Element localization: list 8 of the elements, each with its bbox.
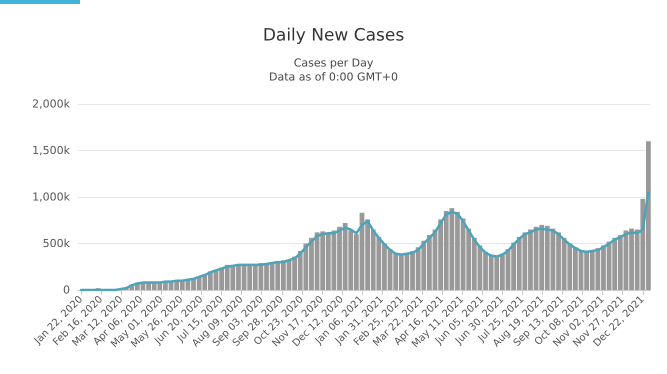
y-tick-label: 500k: [42, 237, 71, 250]
chart-title: Daily New Cases: [262, 26, 404, 46]
y-tick-label: 1,500k: [32, 144, 71, 157]
y-tick-label: 0: [63, 284, 70, 296]
y-tick-label: 1,000k: [32, 190, 71, 204]
y-tick-label: 2,000k: [32, 98, 71, 110]
line-series: [80, 191, 650, 292]
chart-subtitle: Cases per Day Data as of 0:00 GMT+0: [269, 56, 398, 84]
